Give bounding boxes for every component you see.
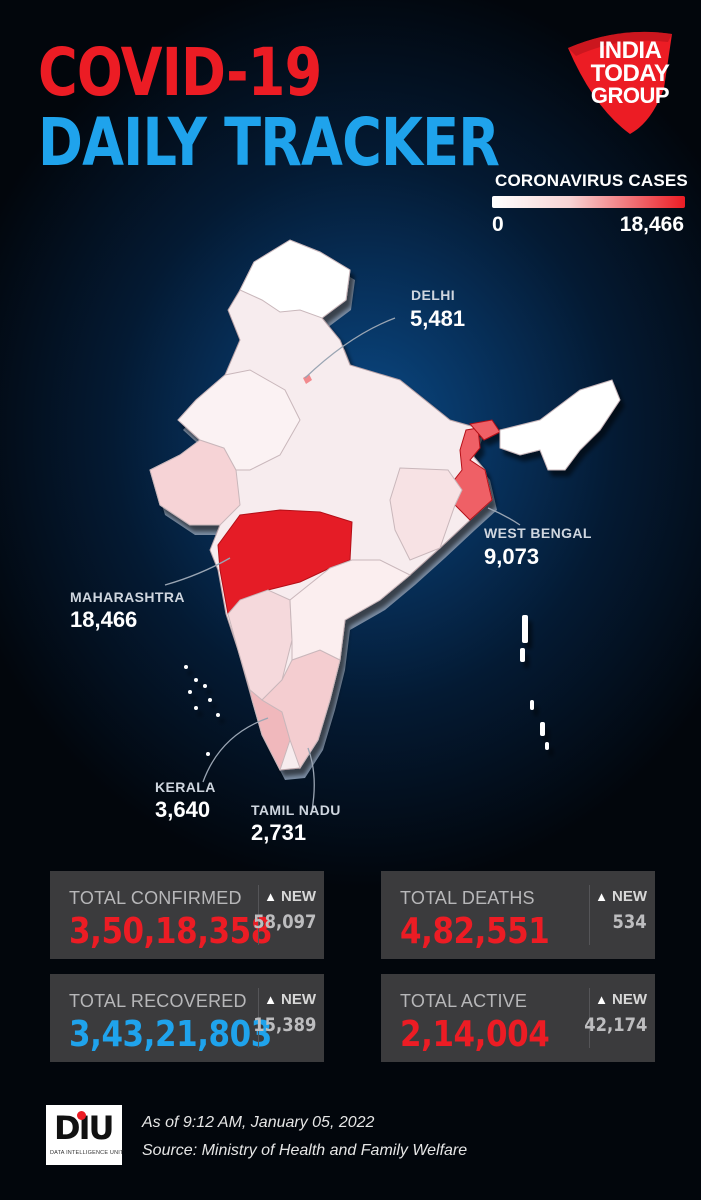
diu-logo-subtitle: DATA INTELLIGENCE UNIT <box>50 1150 124 1156</box>
stat-new-value: 42,174 <box>583 1014 647 1036</box>
stat-new-value: 15,389 <box>252 1014 316 1036</box>
stat-divider <box>589 885 590 945</box>
stat-divider <box>258 885 259 945</box>
logo-text: INDIA TODAY GROUP <box>585 37 675 108</box>
triangle-up-icon: ▲ <box>264 889 277 904</box>
logo-line-3: GROUP <box>590 82 670 108</box>
label-maharashtra-value: 18,466 <box>70 607 138 632</box>
stat-total-active: TOTAL ACTIVE 2,14,004 ▲ NEW 42,174 <box>381 974 655 1062</box>
india-today-logo-icon <box>568 31 672 134</box>
stat-label: TOTAL ACTIVE <box>400 991 528 1011</box>
stat-value: 2,14,004 <box>400 1014 550 1055</box>
map-region-andhra <box>289 559 411 661</box>
stat-divider <box>258 988 259 1048</box>
legend-min: 0 <box>492 213 504 236</box>
map-region-karnataka <box>227 589 293 701</box>
stat-new-label: ▲ NEW <box>595 888 647 905</box>
logo-line-2: TODAY <box>590 59 670 87</box>
label-delhi-name: DELHI <box>411 287 455 303</box>
label-west-bengal-name: WEST BENGAL <box>484 525 592 541</box>
stat-new-value: 534 <box>612 911 647 933</box>
stat-total-recovered: TOTAL RECOVERED 3,43,21,803 ▲ NEW 15,389 <box>50 974 324 1062</box>
stat-total-deaths: TOTAL DEATHS 4,82,551 ▲ NEW 534 <box>381 871 655 959</box>
stat-new-label: ▲ NEW <box>595 991 647 1008</box>
stat-label: TOTAL DEATHS <box>400 888 535 908</box>
map-region-northeast <box>499 379 621 471</box>
label-tamil-nadu-value: 2,731 <box>251 820 307 845</box>
diu-logo-dot-icon <box>77 1111 86 1120</box>
stat-value: 3,50,18,358 <box>69 911 272 952</box>
stat-new-text: NEW <box>281 991 316 1008</box>
map-region-delhi <box>303 374 312 384</box>
label-maharashtra-name: MAHARASHTRA <box>70 589 185 605</box>
triangle-up-icon: ▲ <box>595 992 608 1007</box>
map-islands-east <box>520 615 549 750</box>
stat-new-text: NEW <box>281 888 316 905</box>
label-delhi-value: 5,481 <box>410 306 466 331</box>
stat-divider <box>589 988 590 1048</box>
logo-line-1: INDIA <box>598 37 662 64</box>
map-islands-west <box>184 665 220 756</box>
stat-new-value: 58,097 <box>252 911 316 933</box>
stat-new-text: NEW <box>612 888 647 905</box>
map-region-gujarat <box>149 439 241 526</box>
map-region-east <box>389 467 463 561</box>
leader-lines <box>164 317 521 811</box>
diu-logo: DIU DATA INTELLIGENCE UNIT <box>46 1105 124 1165</box>
stat-value: 3,43,21,803 <box>69 1014 272 1055</box>
map-region-maharashtra <box>217 509 353 616</box>
triangle-up-icon: ▲ <box>264 992 277 1007</box>
title-line-2: DAILY TRACKER <box>38 104 500 181</box>
label-west-bengal-value: 9,073 <box>484 544 540 569</box>
stat-label: TOTAL RECOVERED <box>69 991 247 1011</box>
stat-total-confirmed: TOTAL CONFIRMED 3,50,18,358 ▲ NEW 58,097 <box>50 871 324 959</box>
footer-as-of: As of 9:12 AM, January 05, 2022 <box>142 1114 375 1131</box>
map-region-rajasthan <box>177 369 301 471</box>
stat-new-label: ▲ NEW <box>264 888 316 905</box>
footer-source: Source: Ministry of Health and Family We… <box>142 1142 468 1159</box>
label-kerala-value: 3,640 <box>155 797 211 822</box>
stat-new-label: ▲ NEW <box>264 991 316 1008</box>
legend-title: CORONAVIRUS CASES <box>495 171 688 190</box>
title-line-1: COVID-19 <box>38 34 322 111</box>
legend-color-scale <box>492 196 685 208</box>
stat-new-text: NEW <box>612 991 647 1008</box>
map-region-north <box>239 239 351 319</box>
stat-value: 4,82,551 <box>400 911 550 952</box>
label-tamil-nadu-name: TAMIL NADU <box>251 802 341 818</box>
legend-max: 18,466 <box>619 213 684 236</box>
label-kerala-name: KERALA <box>155 779 216 795</box>
india-map <box>149 239 621 811</box>
triangle-up-icon: ▲ <box>595 889 608 904</box>
stat-label: TOTAL CONFIRMED <box>69 888 242 908</box>
